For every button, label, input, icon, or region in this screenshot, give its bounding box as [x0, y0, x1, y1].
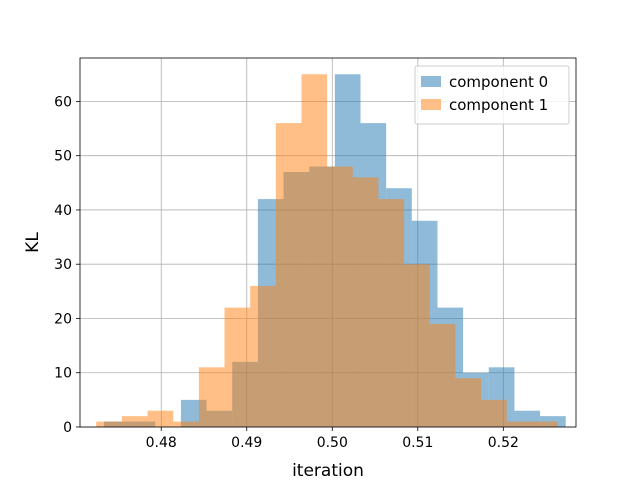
histogram-bar-series-1	[147, 410, 174, 427]
histogram-bar-series-1	[404, 264, 430, 427]
y-axis-ticks: 0 10 20 30 40 50 60	[54, 94, 80, 436]
x-axis-ticks: 0.48 0.49 0.50 0.51 0.52	[146, 427, 519, 451]
x-tick-label: 0.51	[402, 435, 433, 451]
histogram-bar-series-1	[455, 378, 482, 427]
y-tick-label: 60	[54, 94, 72, 110]
x-tick-label: 0.49	[231, 435, 262, 451]
plot-frame	[79, 57, 577, 428]
histogram-bar-series-1	[327, 166, 353, 427]
histogram-bar-series-1	[224, 307, 251, 427]
histogram-bars	[96, 74, 566, 427]
histogram-bar-series-1	[275, 123, 302, 427]
y-tick-label: 30	[54, 257, 72, 273]
x-tick-label: 0.48	[146, 435, 177, 451]
legend-swatch-component-1	[421, 99, 441, 110]
histogram-bar-series-1	[173, 421, 199, 427]
histogram-bar-series-1	[352, 177, 379, 427]
x-axis-label: iteration	[292, 461, 364, 480]
y-tick-label: 40	[54, 203, 72, 219]
histogram-bar-series-1	[506, 421, 533, 427]
legend-box	[414, 65, 570, 125]
legend-label-component-0: component 0	[449, 73, 548, 91]
histogram-bar-series-1	[378, 199, 405, 427]
histogram-bar-series-1	[198, 367, 225, 427]
y-tick-label: 50	[54, 149, 72, 165]
histogram-bar-series-1	[96, 421, 122, 427]
histogram-bar-series-1	[429, 323, 456, 427]
y-axis-label: KL	[23, 232, 43, 253]
histogram-bar-series-1	[121, 416, 148, 427]
histogram-bar-series-1	[250, 285, 276, 427]
histogram-bar-series-1	[481, 399, 507, 427]
legend: component 0 component 1	[414, 65, 570, 125]
x-tick-label: 0.52	[488, 435, 519, 451]
histogram-bar-series-1	[301, 74, 328, 427]
legend-swatch-component-0	[421, 76, 441, 87]
y-tick-label: 0	[63, 420, 72, 436]
y-tick-label: 20	[54, 311, 72, 327]
legend-label-component-1: component 1	[449, 96, 548, 114]
y-tick-label: 10	[54, 366, 72, 382]
x-tick-label: 0.50	[317, 435, 348, 451]
histogram-bar-series-1	[532, 421, 559, 427]
